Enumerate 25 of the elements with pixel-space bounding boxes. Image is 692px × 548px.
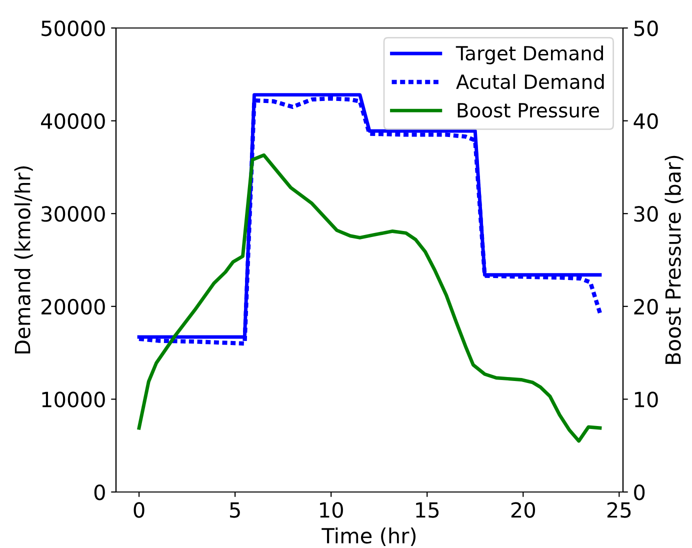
y2-tick-label: 30 <box>634 206 658 222</box>
y-tick-label: 30000 <box>42 206 105 222</box>
line-series <box>137 153 602 443</box>
legend-label: Acutal Demand <box>456 74 604 90</box>
legend-label: Target Demand <box>456 46 603 64</box>
y-axis-title: Demand (kmol/hr) <box>14 166 33 354</box>
x-tick-label: 0 <box>134 502 144 518</box>
y-tick-label: 50000 <box>42 20 105 36</box>
y-tick-label: 0 <box>94 484 105 500</box>
legend-label: Boost Pressure <box>458 103 599 118</box>
y2-tick-label: 20 <box>634 298 658 315</box>
y2-tick-label: 40 <box>634 113 658 130</box>
x-tick-label: 25 <box>607 502 631 518</box>
x-axis-title: Time (hr) <box>322 527 416 546</box>
y-tick-label: 10000 <box>42 392 105 408</box>
y-tick-label: 20000 <box>42 298 105 315</box>
y2-tick-label: 0 <box>634 484 645 500</box>
y2-axis-title: Boost Pressure (bar) <box>664 156 684 364</box>
y-tick-label: 40000 <box>41 113 105 130</box>
y2-tick-label: 10 <box>635 392 658 408</box>
y2-tick-label: 50 <box>634 20 658 36</box>
x-tick-label: 10 <box>320 502 343 518</box>
x-tick-label: 15 <box>416 502 439 518</box>
x-tick-label: 5 <box>230 502 240 518</box>
x-tick-label: 20 <box>511 502 536 518</box>
